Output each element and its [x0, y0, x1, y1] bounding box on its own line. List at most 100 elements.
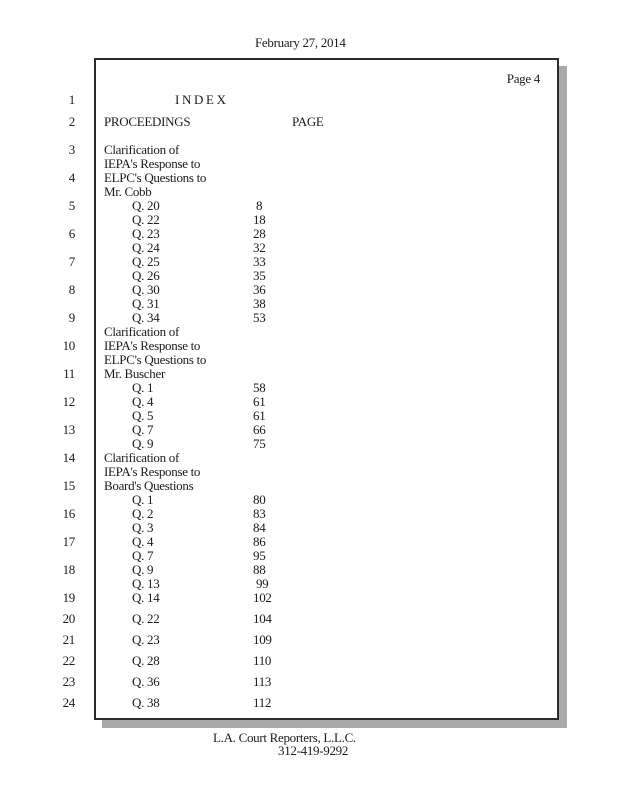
proceedings-entry: ELPC's Questions to [104, 352, 207, 367]
line-number: 10 [62, 338, 76, 353]
index-row: 5 Q. 20 8 [0, 199, 618, 213]
entry-page-number: 28 [253, 226, 266, 241]
index-row: Mr. Cobb [0, 185, 618, 199]
index-row: ELPC's Questions to [0, 353, 618, 367]
line-number: 4 [68, 170, 76, 185]
proceedings-entry: Mr. Cobb [104, 184, 152, 199]
line-number: 5 [68, 198, 76, 213]
proceedings-entry: Clarification of [104, 324, 179, 339]
entry-page-number: 95 [253, 548, 266, 563]
index-row: 23 Q. 36 113 [0, 675, 618, 689]
index-row: 1 I N D E X [0, 93, 618, 107]
proceedings-entry: Q. 28 [132, 653, 160, 668]
proceedings-entry: ELPC's Questions to [104, 170, 207, 185]
index-row: 9 Q. 34 53 [0, 311, 618, 325]
index-row: 8 Q. 30 36 [0, 283, 618, 297]
line-number: 23 [62, 674, 76, 689]
footer-phone-number: 312-419-9292 [278, 743, 349, 758]
line-number: 9 [68, 310, 76, 325]
entry-page-number: 36 [253, 282, 266, 297]
index-row: Q. 1 58 [0, 381, 618, 395]
index-row: Q. 5 61 [0, 409, 618, 423]
entry-page-number: 58 [253, 380, 266, 395]
entry-page-number: 18 [253, 212, 266, 227]
line-number: 12 [62, 394, 76, 409]
index-row: 3 Clarification of [0, 143, 618, 157]
proceedings-entry: Q. 36 [132, 674, 160, 689]
entry-page-number: 61 [253, 394, 266, 409]
proceedings-entry: Q. 7 [132, 548, 154, 563]
proceedings-entry: Q. 3 [132, 520, 154, 535]
proceedings-entry: Clarification of [104, 450, 179, 465]
entry-page-number: 38 [253, 296, 266, 311]
proceedings-entry: Q. 23 [132, 226, 160, 241]
entry-page-number: 66 [253, 422, 266, 437]
proceedings-entry: Q. 24 [132, 240, 160, 255]
proceedings-entry: Q. 22 [132, 611, 160, 626]
index-row: 11 Mr. Buscher [0, 367, 618, 381]
index-row: 20 Q. 22 104 [0, 612, 618, 626]
entry-page-number: 99 [253, 576, 269, 591]
proceedings-entry: IEPA's Response to [104, 338, 201, 353]
transcript-date: February 27, 2014 [255, 35, 346, 50]
proceedings-entry: Q. 1 [132, 492, 154, 507]
line-number: 6 [68, 226, 76, 241]
proceedings-entry: Board's Questions [104, 478, 194, 493]
index-row: IEPA's Response to [0, 465, 618, 479]
proceedings-entry: Q. 5 [132, 408, 154, 423]
line-number: 14 [62, 450, 76, 465]
index-row: 24 Q. 38 112 [0, 696, 618, 710]
entry-page-number: 75 [253, 436, 266, 451]
entry-page-number: 32 [253, 240, 266, 255]
proceedings-entry: Q. 22 [132, 212, 160, 227]
proceedings-entry: Q. 20 [132, 198, 160, 213]
proceedings-entry: Q. 34 [132, 310, 160, 325]
proceedings-entry: Q. 4 [132, 394, 154, 409]
entry-page-number: 86 [253, 534, 266, 549]
index-row: Q. 22 18 [0, 213, 618, 227]
line-number: 16 [62, 506, 76, 521]
line-number: 15 [62, 478, 76, 493]
proceedings-entry: Q. 2 [132, 506, 154, 521]
line-number: 21 [62, 632, 76, 647]
line-number: 20 [62, 611, 76, 626]
line-number: 19 [62, 590, 76, 605]
index-row: 21 Q. 23 109 [0, 633, 618, 647]
page-number-label: Page 4 [506, 71, 541, 86]
entry-page-number: 8 [253, 198, 263, 213]
entry-page-number: 102 [253, 590, 272, 605]
proceedings-entry: Q. 26 [132, 268, 160, 283]
index-row: 16 Q. 2 83 [0, 507, 618, 521]
index-row: 14 Clarification of [0, 451, 618, 465]
entry-page-number: 61 [253, 408, 266, 423]
entry-page-number: 112 [253, 695, 272, 710]
proceedings-entry: Q. 30 [132, 282, 160, 297]
index-row: Clarification of [0, 325, 618, 339]
index-row: Q. 24 32 [0, 241, 618, 255]
line-number: 2 [68, 114, 76, 129]
proceedings-entry: IEPA's Response to [104, 156, 201, 171]
footer-company-name: L.A. Court Reporters, L.L.C. [213, 730, 356, 745]
entry-page-number: 35 [253, 268, 266, 283]
index-box-border [94, 58, 559, 720]
index-row: 17 Q. 4 86 [0, 535, 618, 549]
index-row: IEPA's Response to [0, 157, 618, 171]
line-number: 1 [68, 92, 76, 107]
entry-page-number: 109 [253, 632, 272, 647]
line-number: 3 [68, 142, 76, 157]
entry-page-number: 53 [253, 310, 266, 325]
index-row: 4 ELPC's Questions to [0, 171, 618, 185]
entry-page-number: 33 [253, 254, 266, 269]
proceedings-entry: Clarification of [104, 142, 179, 157]
entry-page-number: 83 [253, 506, 266, 521]
index-row: Q. 31 38 [0, 297, 618, 311]
index-row: 2 PROCEEDINGS PAGE [0, 115, 618, 129]
entry-page-number: 113 [253, 674, 272, 689]
index-row: Q. 13 99 [0, 577, 618, 591]
entry-page-number: 110 [253, 653, 272, 668]
entry-page-number: 80 [253, 492, 266, 507]
index-title: I N D E X [175, 92, 226, 107]
line-number: 18 [62, 562, 76, 577]
line-number: 22 [62, 653, 76, 668]
